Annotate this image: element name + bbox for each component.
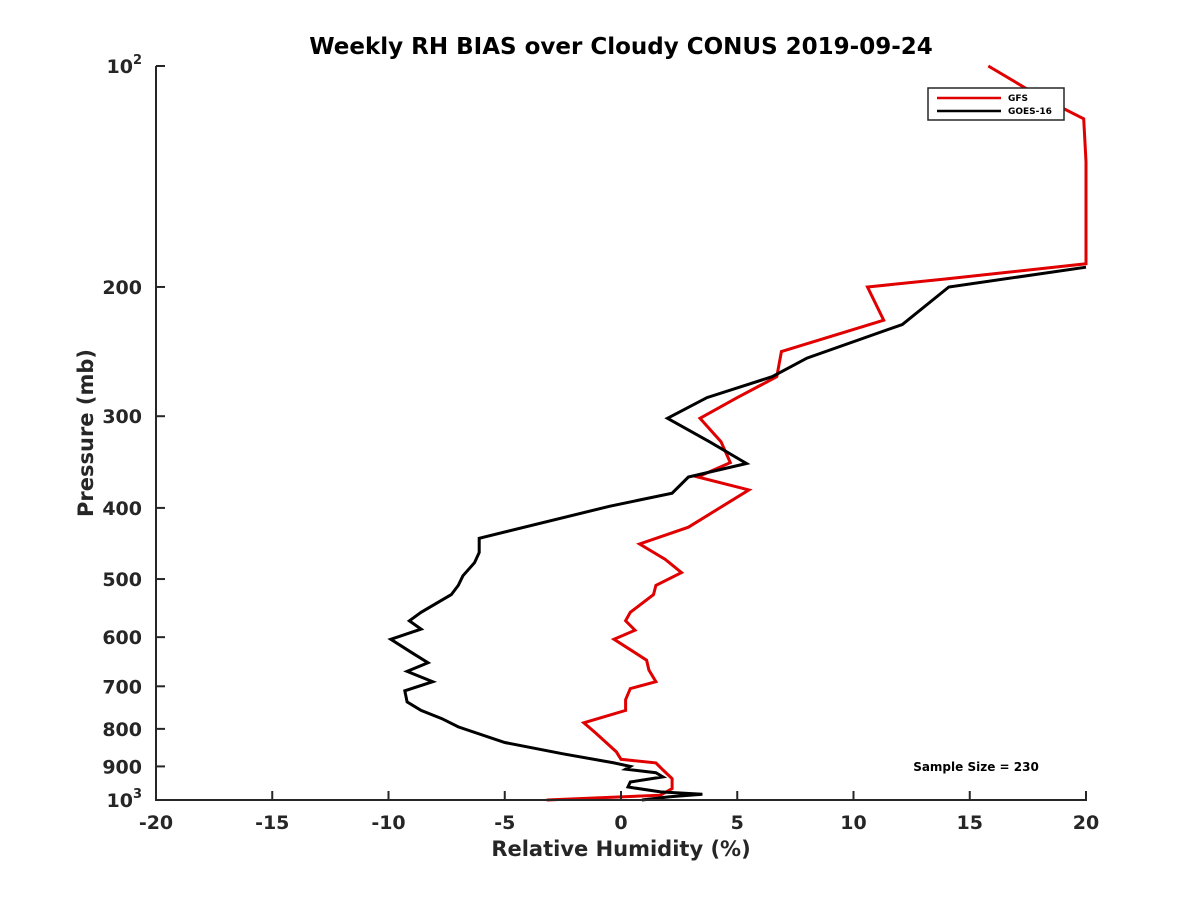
y-tick-label: 700	[102, 676, 142, 698]
legend: GFS GOES-16	[927, 87, 1065, 121]
x-tick-label: 20	[1073, 812, 1099, 834]
legend-box	[927, 87, 1065, 121]
y-tick-label: 900	[102, 756, 142, 778]
y-tick-label: 500	[102, 569, 142, 591]
x-tick-label: -15	[255, 812, 289, 834]
chart-title: Weekly RH BIAS over Cloudy CONUS 2019-09…	[309, 34, 933, 60]
y-tick-label: 600	[102, 627, 142, 649]
legend-label: GFS	[1008, 94, 1028, 104]
legend-label: GOES-16	[1008, 107, 1052, 117]
y-tick-label: 800	[102, 719, 142, 741]
x-tick-label: -20	[139, 812, 173, 834]
x-tick-label: -5	[494, 812, 515, 834]
x-tick-label: 10	[840, 812, 866, 834]
series-line-goes-16	[387, 265, 1087, 802]
y-axis-label: Pressure (mb)	[74, 349, 98, 517]
y-tick-label: 102	[107, 53, 143, 78]
y-tick-label: 400	[102, 498, 142, 520]
x-axis-ticks: -20 -15 -10 -5 0 5 10 15 20	[139, 791, 1099, 834]
y-tick-label: 200	[102, 277, 142, 299]
series-line-gfs	[546, 64, 1088, 802]
y-tick-label: 300	[102, 406, 142, 428]
plot-area	[387, 64, 1088, 802]
x-tick-label: 5	[731, 812, 744, 834]
x-tick-label: 15	[957, 812, 983, 834]
x-tick-label: -10	[371, 812, 405, 834]
y-tick-label: 103	[107, 787, 143, 812]
y-axis-ticks: 102 200 300 400 500 600 700 800 900 103	[102, 53, 165, 812]
x-axis-label: Relative Humidity (%)	[491, 837, 750, 861]
sample-size-annotation: Sample Size = 230	[913, 760, 1039, 774]
x-tick-label: 0	[614, 812, 627, 834]
